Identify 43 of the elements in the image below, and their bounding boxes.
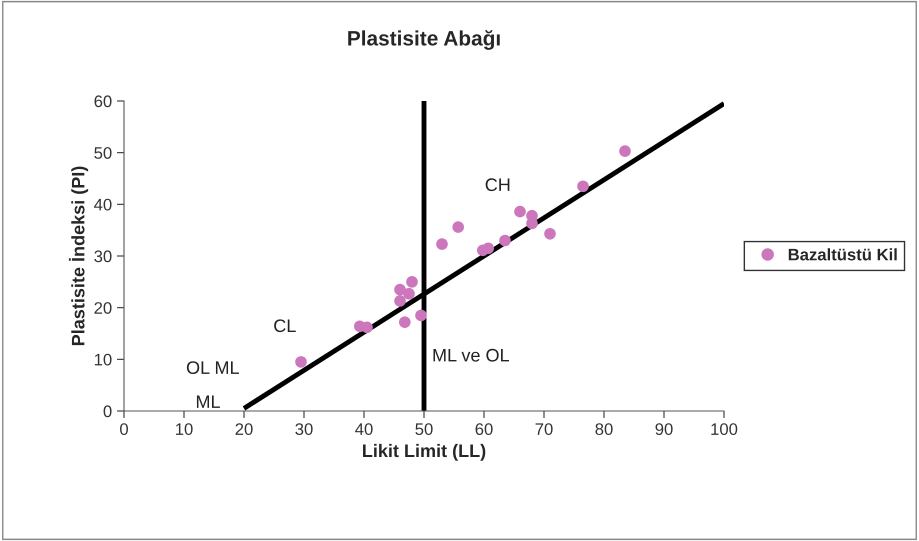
point — [619, 145, 631, 157]
y-tick-label: 20 — [94, 302, 112, 314]
point — [394, 284, 406, 296]
y-tick-label: 60 — [94, 95, 112, 108]
x-tick-label: 0 — [120, 423, 128, 436]
point — [295, 356, 307, 368]
x-axis-title: Likit Limit (LL) — [363, 444, 486, 461]
x-tick-label: 30 — [295, 423, 313, 436]
point — [415, 310, 427, 322]
x-tick-label: 20 — [236, 423, 253, 436]
annotation: OL ML — [186, 361, 239, 374]
point — [361, 321, 373, 334]
y-tick-label: 0 — [104, 405, 112, 418]
y-tick-label: 30 — [94, 250, 112, 262]
x-tick-label: 50 — [415, 423, 433, 436]
point — [406, 276, 418, 288]
annotation: ML — [196, 395, 220, 408]
point — [482, 242, 494, 254]
x-tick-label: 10 — [176, 423, 193, 436]
point — [514, 206, 526, 218]
x-tick-label: 70 — [536, 423, 553, 436]
annotation: CH — [486, 178, 510, 192]
y-axis-title: Plastisite İndeksi (PI) — [68, 166, 88, 346]
point — [403, 288, 415, 300]
x-tick-label: 60 — [476, 423, 493, 436]
point — [394, 295, 406, 307]
point — [436, 238, 448, 250]
point — [452, 221, 464, 233]
chart-title: Plastisite Abağı — [348, 30, 500, 50]
y-tick-label: 10 — [94, 354, 112, 366]
y-tick-label: 40 — [94, 198, 112, 211]
x-tick-label: 80 — [595, 423, 613, 436]
point — [398, 316, 411, 328]
point — [499, 234, 511, 246]
annotation: ML ve OL — [433, 348, 509, 362]
point — [577, 180, 589, 192]
x-tick-label: 40 — [355, 423, 373, 436]
x-tick-label: 90 — [656, 423, 673, 436]
point — [544, 228, 556, 240]
x-tick-label: 100 — [711, 423, 738, 436]
legend-label: Bazaltüstü Kil — [788, 248, 897, 260]
annotation: CL — [274, 319, 296, 332]
y-tick-label: 50 — [94, 147, 112, 159]
